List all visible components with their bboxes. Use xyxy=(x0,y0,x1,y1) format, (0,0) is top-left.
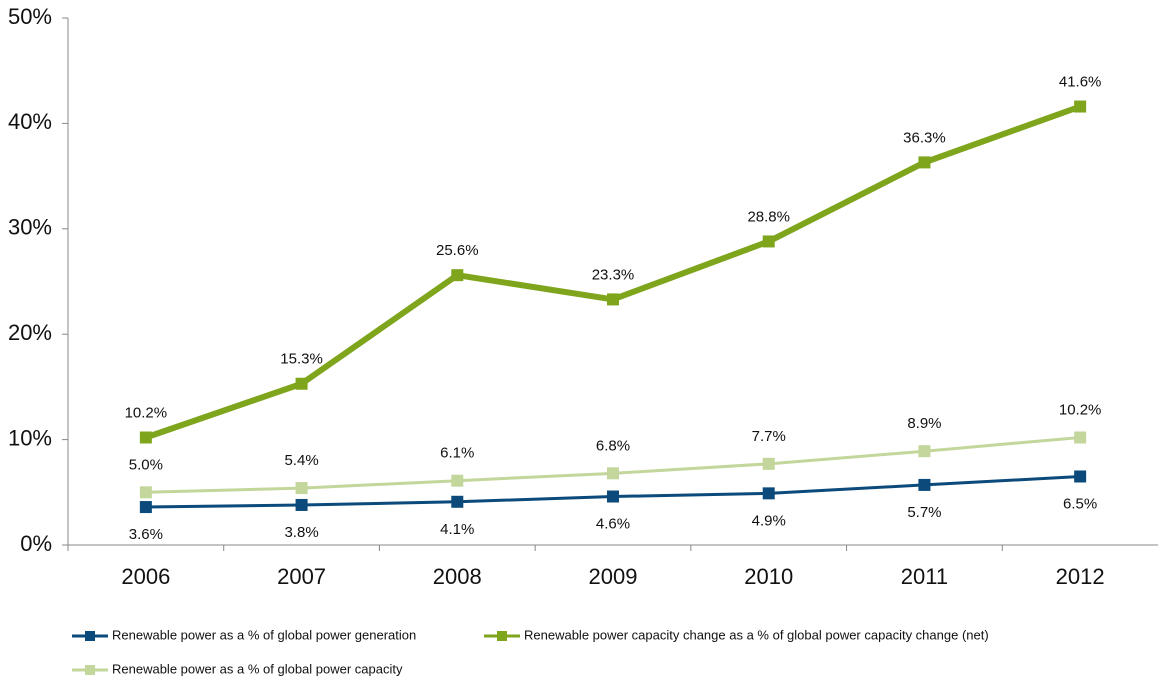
legend-label: Renewable power capacity change as a % o… xyxy=(524,627,989,642)
point-marker xyxy=(607,293,619,306)
data-label: 5.0% xyxy=(129,456,163,473)
data-label: 4.9% xyxy=(752,512,786,529)
legend-label: Renewable power as a % of global power c… xyxy=(112,661,403,676)
x-tick-label: 2006 xyxy=(121,564,170,589)
point-marker xyxy=(451,495,464,508)
point-marker xyxy=(918,478,931,491)
point-marker xyxy=(295,498,308,511)
point-marker xyxy=(1074,100,1087,113)
data-label: 5.7% xyxy=(907,504,941,521)
data-label: 6.8% xyxy=(596,437,630,454)
point-marker xyxy=(295,482,308,495)
point-marker xyxy=(451,269,464,282)
x-tick-label: 2012 xyxy=(1056,564,1105,589)
data-label: 10.2% xyxy=(1059,401,1102,418)
point-marker xyxy=(139,501,152,514)
y-tick-label: 50% xyxy=(8,4,52,29)
point-marker xyxy=(295,377,308,390)
x-tick-label: 2009 xyxy=(589,564,638,589)
data-label: 36.3% xyxy=(903,129,946,146)
point-marker xyxy=(762,235,775,248)
data-label: 6.1% xyxy=(440,445,474,462)
data-label: 5.4% xyxy=(284,452,318,469)
data-label: 6.5% xyxy=(1063,495,1097,512)
legend-label: Renewable power as a % of global power g… xyxy=(112,627,416,642)
point-marker xyxy=(1074,431,1087,444)
point-marker xyxy=(451,474,464,487)
y-tick-label: 40% xyxy=(8,109,52,134)
data-label: 3.6% xyxy=(129,526,163,543)
point-marker xyxy=(918,156,931,169)
legend-marker xyxy=(497,631,507,641)
x-tick-label: 2010 xyxy=(744,564,793,589)
point-marker xyxy=(607,490,619,503)
point-marker xyxy=(762,457,775,470)
data-label: 4.6% xyxy=(596,515,630,532)
data-label: 23.3% xyxy=(592,266,635,283)
y-tick-label: 20% xyxy=(8,320,52,345)
data-label: 3.8% xyxy=(284,524,318,541)
y-tick-label: 10% xyxy=(8,425,52,450)
x-tick-label: 2008 xyxy=(433,564,482,589)
point-marker xyxy=(918,445,931,458)
x-tick-label: 2011 xyxy=(901,564,948,589)
x-tick-label: 2007 xyxy=(277,564,326,589)
point-marker xyxy=(1074,470,1087,483)
point-marker xyxy=(139,486,152,499)
y-tick-label: 0% xyxy=(20,531,52,556)
data-label: 4.1% xyxy=(440,521,474,538)
legend-marker xyxy=(85,665,95,675)
point-marker xyxy=(139,431,152,444)
point-marker xyxy=(607,467,619,480)
data-label: 15.3% xyxy=(280,351,323,368)
data-label: 25.6% xyxy=(436,242,479,259)
data-label: 41.6% xyxy=(1059,74,1102,91)
legend-marker xyxy=(85,631,95,641)
data-label: 28.8% xyxy=(747,208,790,225)
point-marker xyxy=(762,487,775,500)
data-label: 8.9% xyxy=(907,415,941,432)
data-label: 7.7% xyxy=(752,428,786,445)
data-label: 10.2% xyxy=(125,404,168,421)
y-tick-label: 30% xyxy=(8,215,52,240)
